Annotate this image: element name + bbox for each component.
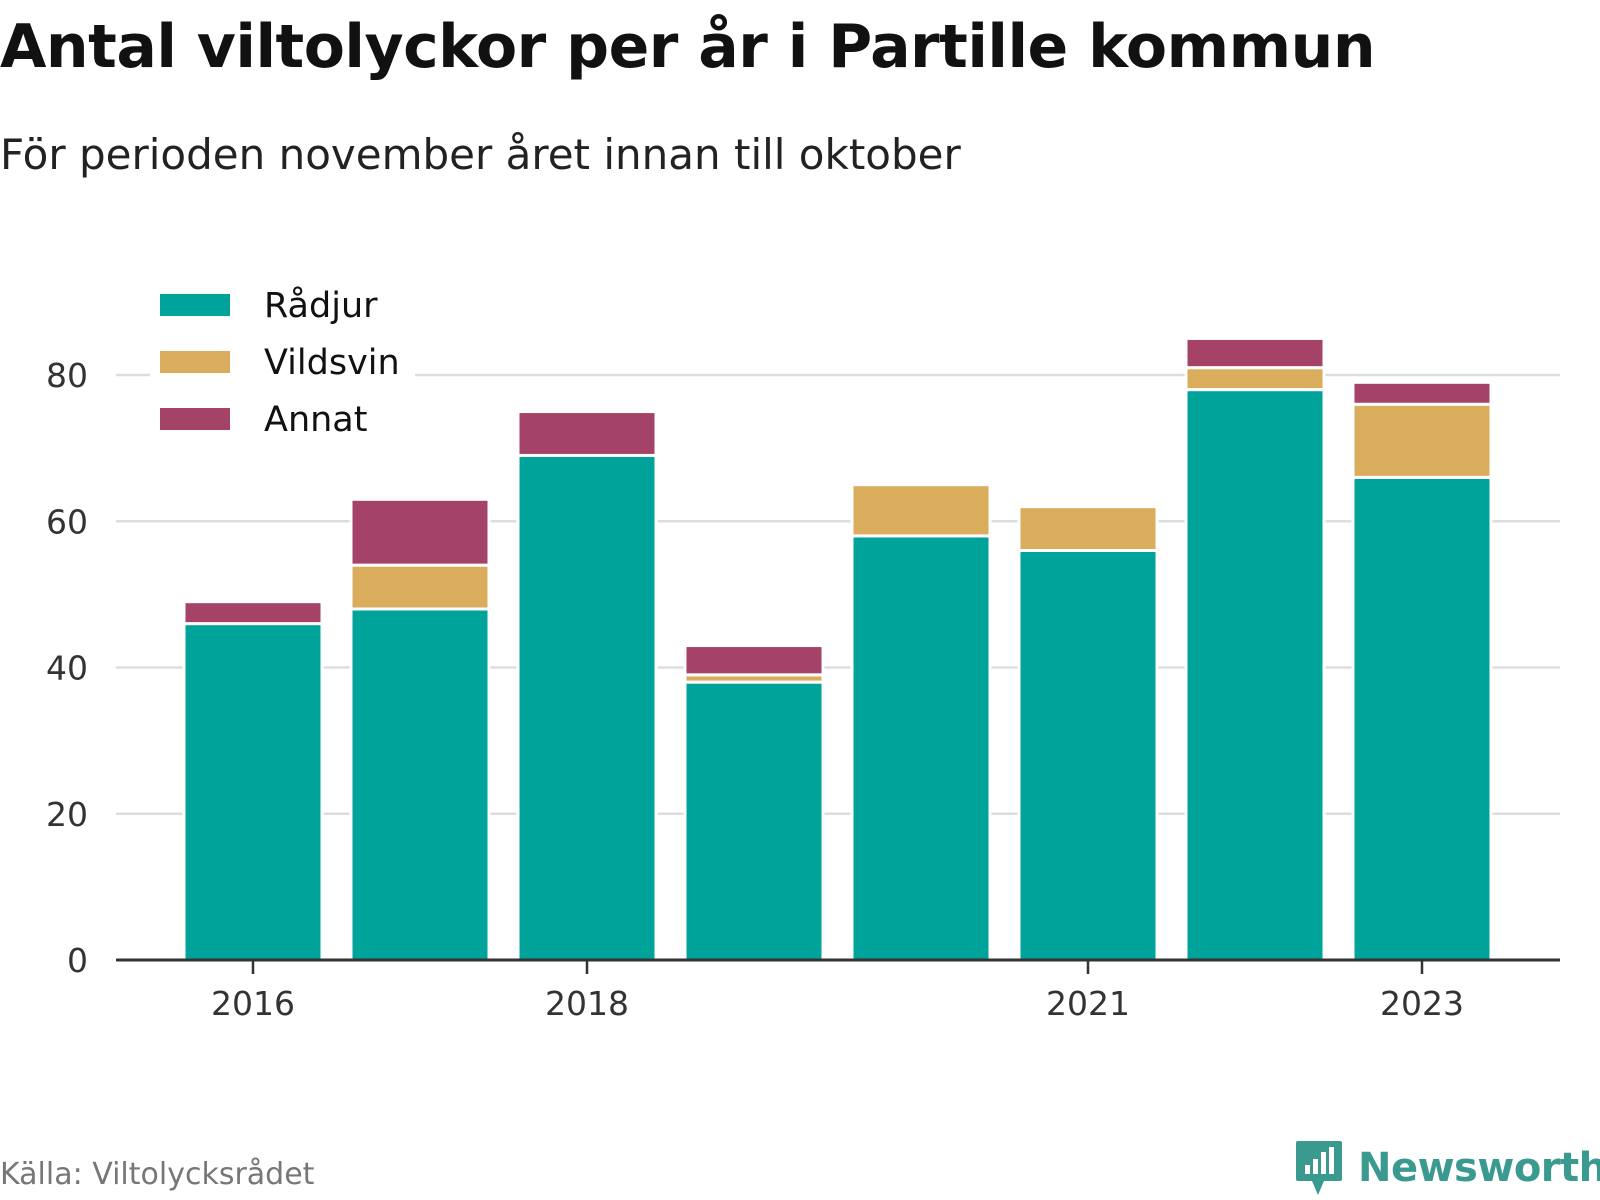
- bar-segment-rådjur: [349, 607, 491, 962]
- x-axis: 2016 2018 2021 2023: [116, 958, 1560, 1023]
- legend-swatch-annat: [160, 408, 230, 430]
- bar-segment-vildsvin: [1351, 402, 1493, 479]
- bar-segment-vildsvin: [1184, 366, 1326, 392]
- legend-swatch-rådjur: [160, 294, 230, 316]
- bar-segment-rådjur: [850, 534, 992, 962]
- bar-segment-rådjur: [1351, 475, 1493, 962]
- y-tick-label: 20: [46, 795, 88, 834]
- bar-segment-annat: [683, 644, 825, 677]
- bar-segment-annat: [516, 410, 658, 457]
- bar-segment-rådjur: [1017, 549, 1159, 962]
- x-tick-label: 2016: [211, 984, 295, 1023]
- y-tick-label: 60: [46, 502, 88, 541]
- bar-segment-rådjur: [516, 453, 658, 962]
- bar-segment-vildsvin: [349, 563, 491, 611]
- bar-segment-annat: [1184, 336, 1326, 370]
- bar-segment-vildsvin: [850, 483, 992, 538]
- y-tick-label: 80: [46, 356, 88, 395]
- x-tick-label: 2018: [545, 984, 629, 1023]
- bars: [182, 336, 1493, 962]
- bar-segment-rådjur: [683, 680, 825, 962]
- bar-segment-annat: [349, 497, 491, 567]
- legend-label: Annat: [264, 400, 367, 440]
- brand-name: Newsworthy: [1358, 1145, 1600, 1191]
- newsworthy-logo-icon: [1296, 1141, 1342, 1195]
- bar-segment-vildsvin: [1017, 505, 1159, 552]
- legend: Rådjur Vildsvin Annat: [150, 280, 415, 450]
- source-note: Källa: Viltolycksrådet: [0, 1157, 315, 1192]
- y-axis: 0 20 40 60 80: [46, 356, 88, 980]
- bar-segment-rådjur: [182, 622, 324, 962]
- bar-segment-annat: [1351, 380, 1493, 406]
- chart-title: Antal viltolyckor per år i Partille komm…: [0, 12, 1376, 82]
- brand-logo: Newsworthy: [1294, 1139, 1600, 1197]
- bar-segment-annat: [182, 600, 324, 626]
- legend-label: Vildsvin: [264, 343, 400, 383]
- bar-segment-rådjur: [1184, 388, 1326, 962]
- y-tick-label: 40: [46, 649, 88, 688]
- chart-subtitle: För perioden november året innan till ok…: [0, 130, 961, 179]
- legend-label: Rådjur: [264, 285, 378, 326]
- x-tick-label: 2021: [1046, 984, 1130, 1023]
- legend-swatch-vildsvin: [160, 351, 230, 373]
- y-tick-label: 0: [67, 941, 88, 980]
- x-tick-label: 2023: [1380, 984, 1464, 1023]
